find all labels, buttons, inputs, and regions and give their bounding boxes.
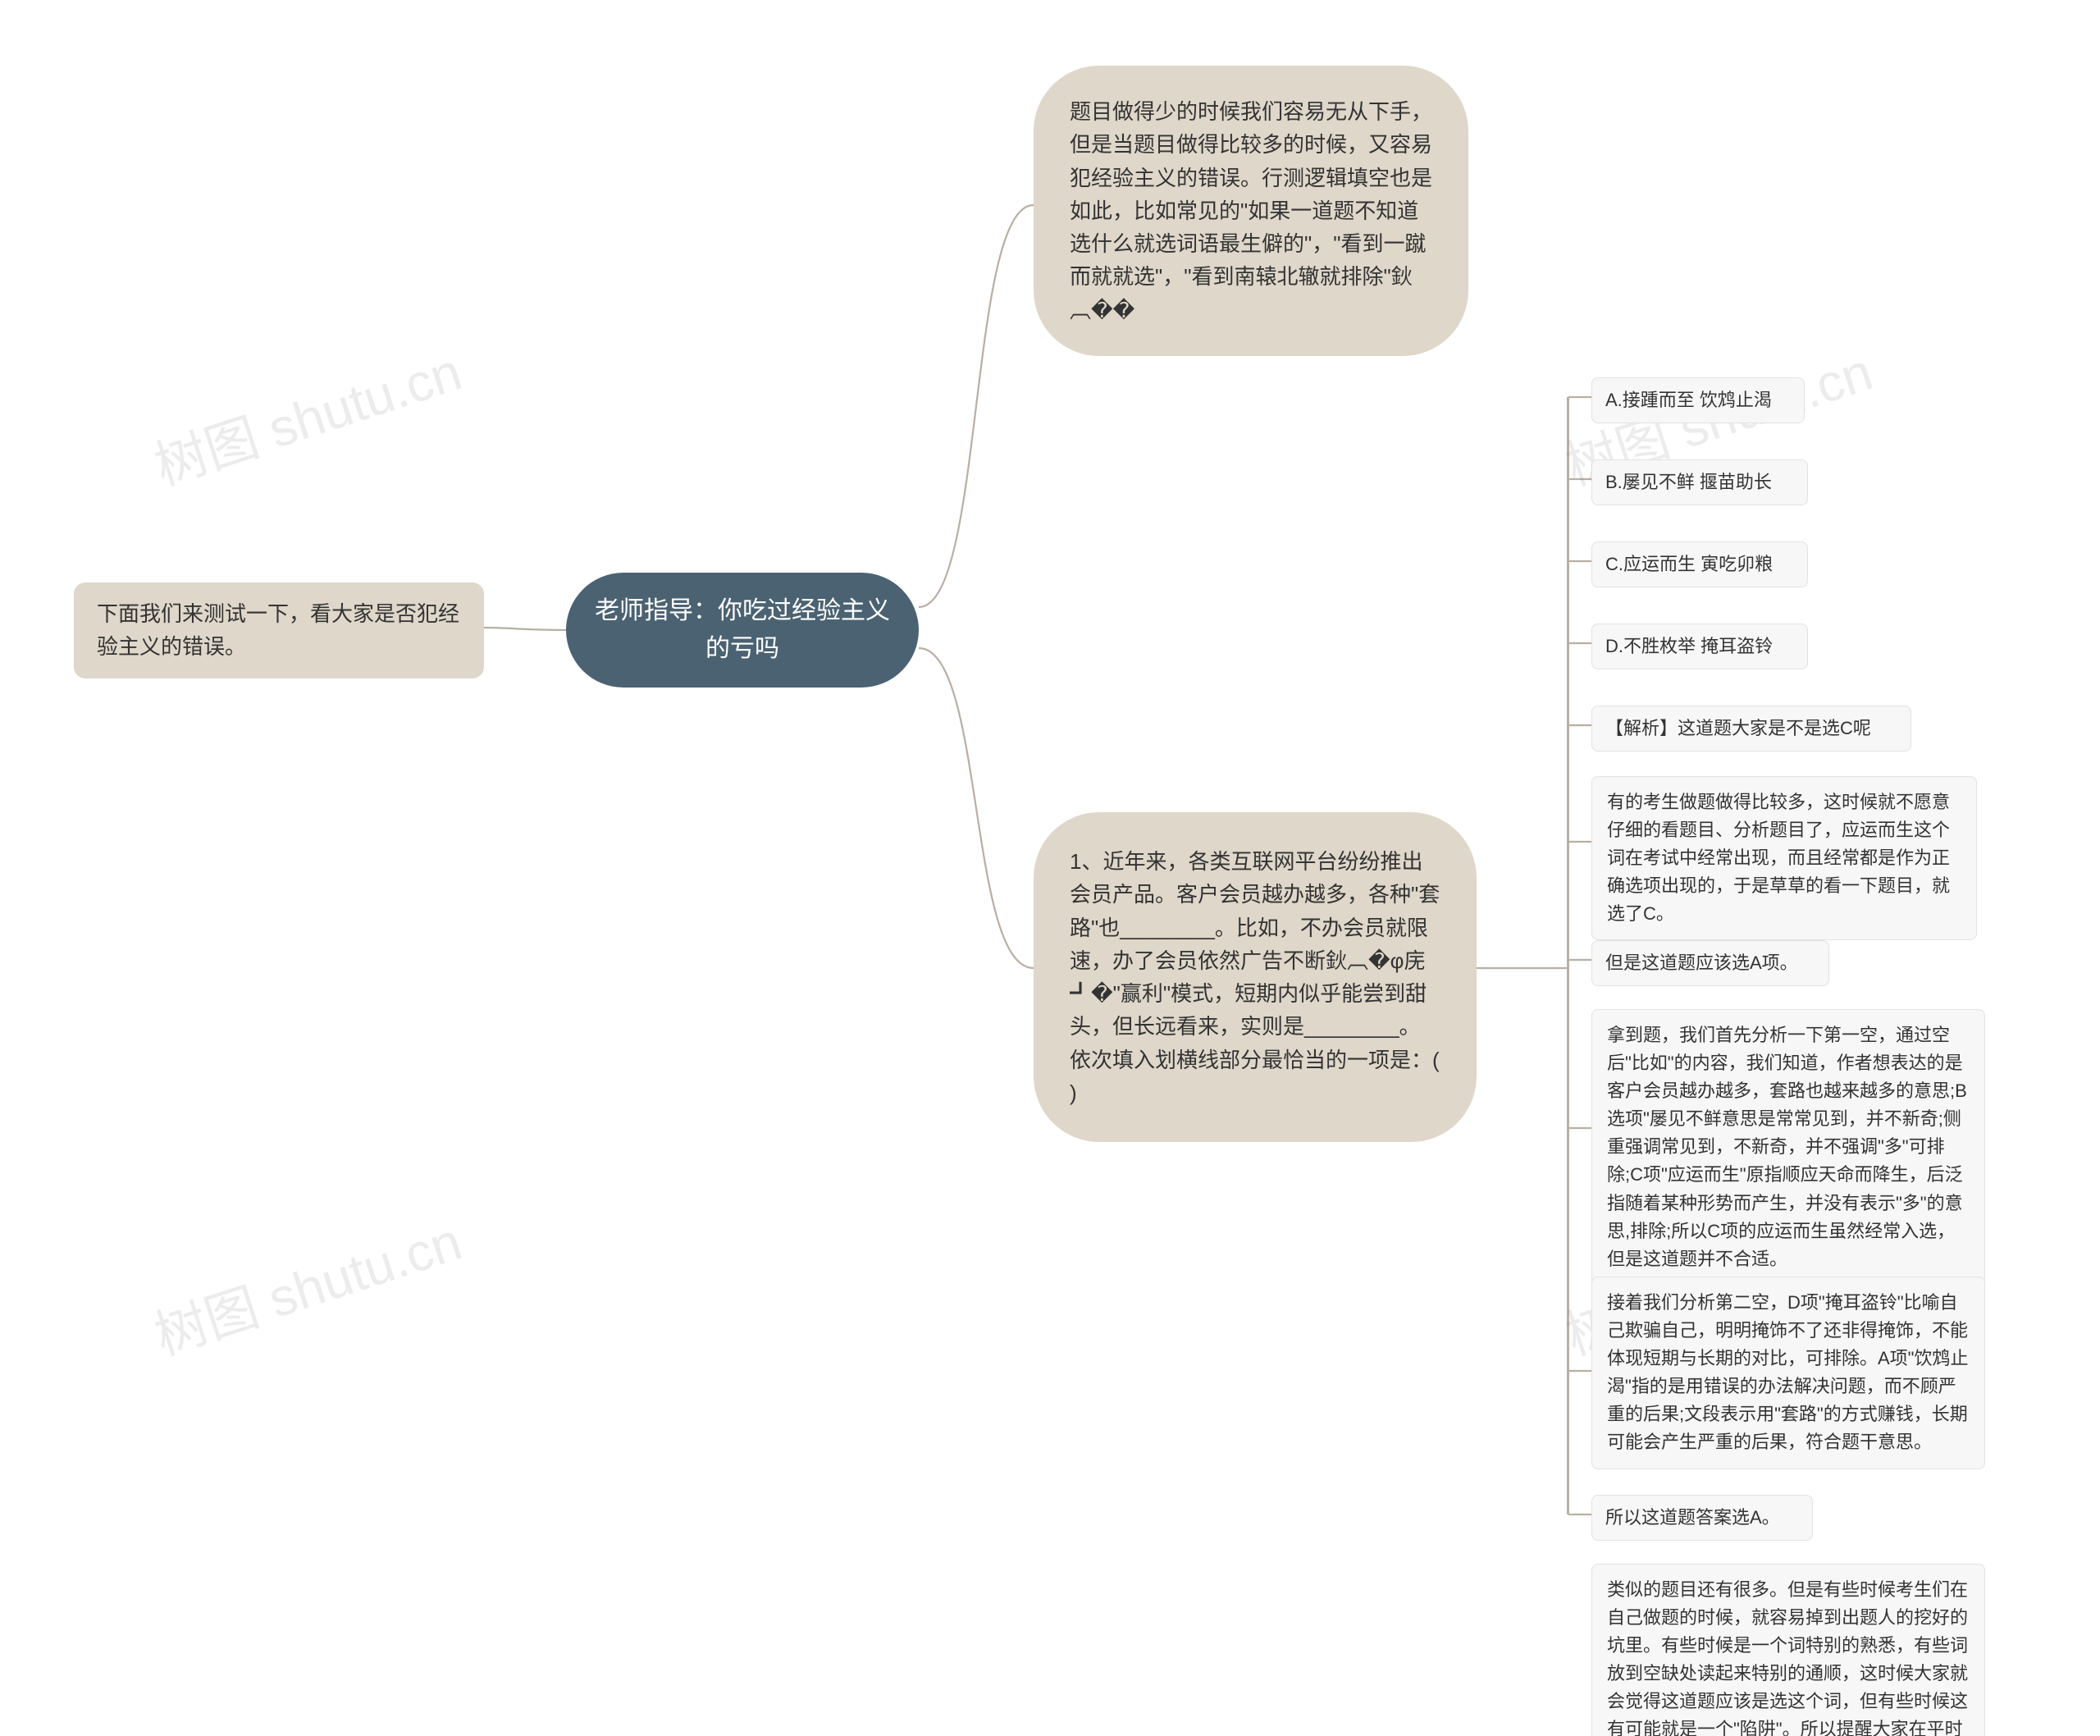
leaf-option-b[interactable]: B.屡见不鲜 揠苗助长 (1591, 459, 1808, 505)
watermark: 树图 shutu.cn (144, 330, 469, 500)
leaf-text: 但是这道题应该选A项。 (1605, 953, 1798, 973)
right-top-text: 题目做得少的时候我们容易无从下手，但是当题目做得比较多的时候，又容易犯经验主义的… (1070, 99, 1432, 322)
right-bottom-text: 1、近年来，各类互联网平台纷纷推出会员产品。客户会员越办越多，各种"套路"也__… (1070, 849, 1440, 1105)
leaf-para-4[interactable]: 接着我们分析第二空，D项"掩耳盗铃"比喻自己欺骗自己，明明掩饰不了还非得掩饰，不… (1591, 1277, 1985, 1469)
leaf-text: 【解析】这道题大家是不是选C呢 (1605, 718, 1871, 738)
leaf-text: B.屡见不鲜 揠苗助长 (1605, 472, 1772, 492)
leaf-text: 类似的题目还有很多。但是有些时候考生们在自己做题的时候，就容易掉到出题人的挖好的… (1607, 1579, 1968, 1736)
right-top-branch[interactable]: 题目做得少的时候我们容易无从下手，但是当题目做得比较多的时候，又容易犯经验主义的… (1034, 66, 1468, 356)
leaf-option-d[interactable]: D.不胜枚举 掩耳盗铃 (1591, 624, 1808, 669)
leaf-text: A.接踵而至 饮鸩止渴 (1605, 390, 1772, 410)
leaf-option-c[interactable]: C.应运而生 寅吃卯粮 (1591, 541, 1808, 587)
leaf-text: 拿到题，我们首先分析一下第一空，通过空后"比如"的内容，我们知道，作者想表达的是… (1607, 1025, 1967, 1269)
leaf-text: 所以这道题答案选A。 (1605, 1507, 1780, 1528)
leaf-para-3[interactable]: 拿到题，我们首先分析一下第一空，通过空后"比如"的内容，我们知道，作者想表达的是… (1591, 1009, 1985, 1286)
leaf-text: C.应运而生 寅吃卯粮 (1605, 554, 1773, 574)
leaf-para-1[interactable]: 有的考生做题做得比较多，这时候就不愿意仔细的看题目、分析题目了，应运而生这个词在… (1591, 776, 1977, 940)
right-bottom-branch[interactable]: 1、近年来，各类互联网平台纷纷推出会员产品。客户会员越办越多，各种"套路"也__… (1034, 812, 1477, 1142)
leaf-para-6[interactable]: 类似的题目还有很多。但是有些时候考生们在自己做题的时候，就容易掉到出题人的挖好的… (1591, 1564, 1985, 1736)
watermark: 树图 shutu.cn (144, 1199, 469, 1369)
leaf-vertical-bar (1567, 397, 1569, 1514)
left-branch-text: 下面我们来测试一下，看大家是否犯经验主义的错误。 (97, 601, 459, 659)
leaf-option-a[interactable]: A.接踵而至 饮鸩止渴 (1591, 377, 1805, 423)
leaf-parse[interactable]: 【解析】这道题大家是不是选C呢 (1591, 706, 1911, 752)
leaf-text: 接着我们分析第二空，D项"掩耳盗铃"比喻自己欺骗自己，明明掩饰不了还非得掩饰，不… (1607, 1292, 1969, 1452)
leaf-text: 有的考生做题做得比较多，这时候就不愿意仔细的看题目、分析题目了，应运而生这个词在… (1607, 792, 1950, 924)
leaf-text: D.不胜枚举 掩耳盗铃 (1605, 636, 1773, 656)
leaf-para-2[interactable]: 但是这道题应该选A项。 (1591, 940, 1829, 986)
left-branch[interactable]: 下面我们来测试一下，看大家是否犯经验主义的错误。 (74, 582, 484, 678)
mindmap-root[interactable]: 老师指导：你吃过经验主义的亏吗 (566, 573, 919, 688)
root-text: 老师指导：你吃过经验主义的亏吗 (589, 592, 896, 669)
leaf-para-5[interactable]: 所以这道题答案选A。 (1591, 1495, 1813, 1541)
